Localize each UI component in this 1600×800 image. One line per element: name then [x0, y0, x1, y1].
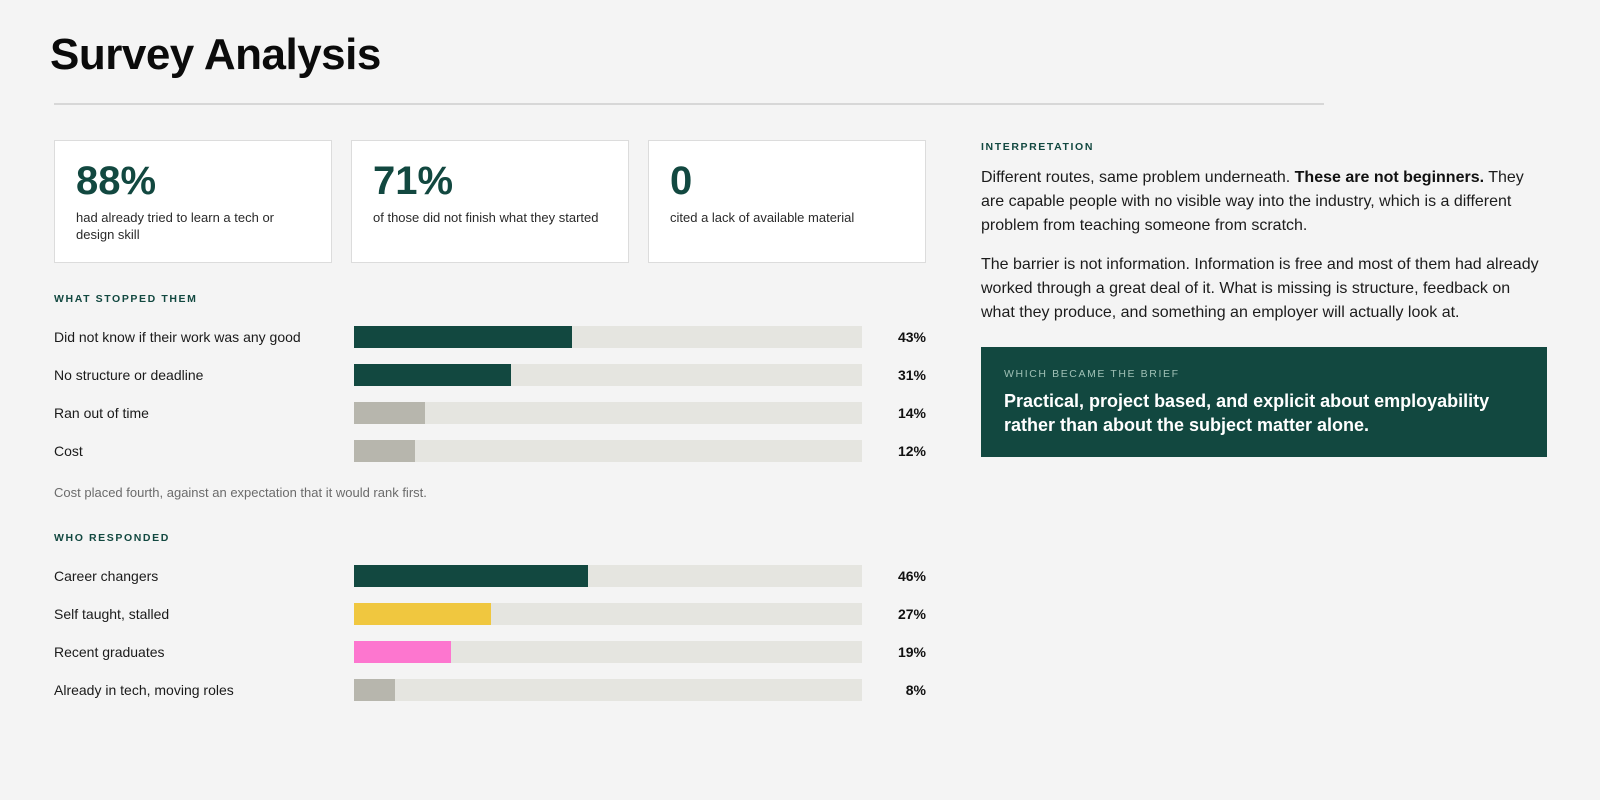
stat-value: 88% — [76, 159, 157, 203]
bar — [354, 364, 511, 386]
interpretation-paragraph-1: Different routes, same problem underneat… — [981, 166, 1541, 238]
bar-value-label: 43% — [897, 329, 926, 345]
bar-value-label: 19% — [897, 644, 926, 660]
bar-category-label: Cost — [54, 443, 83, 459]
bar-category-label: Ran out of time — [54, 405, 149, 421]
interpretation-label: INTERPRETATION — [981, 141, 1095, 153]
bar-track — [354, 603, 862, 625]
bar-category-label: Recent graduates — [54, 644, 165, 660]
brief-label: WHICH BECAME THE BRIEF — [1004, 368, 1180, 380]
bar-row: Already in tech, moving roles 8% — [54, 679, 926, 701]
stat-description: cited a lack of available material — [670, 210, 855, 225]
brief-callout: WHICH BECAME THE BRIEF Practical, projec… — [981, 347, 1547, 457]
bar-category-label: Career changers — [54, 568, 159, 584]
bar — [354, 565, 588, 587]
bar-category-label: Self taught, stalled — [54, 606, 170, 622]
chart-title-what-stopped-them: WHAT STOPPED THEM — [54, 293, 198, 305]
bar — [354, 603, 491, 625]
bar — [354, 402, 425, 424]
bar-value-label: 27% — [897, 606, 926, 622]
bar-value-label: 12% — [897, 443, 926, 459]
interpretation-text: Different routes, same problem underneat… — [981, 169, 1295, 186]
interpretation-text: They are capable people with no visible … — [981, 169, 1524, 234]
bar-row: Recent graduates 19% — [54, 641, 926, 663]
bar-value-label: 46% — [897, 568, 926, 584]
bar-track — [354, 679, 862, 701]
title-divider — [54, 103, 1324, 105]
stat-card-lack-of-material: 0 cited a lack of available material — [648, 140, 926, 263]
stat-card-did-not-finish: 71% of those did not finish what they st… — [351, 140, 629, 263]
bar-row: Did not know if their work was any good 4… — [54, 326, 926, 348]
bar — [354, 679, 395, 701]
interpretation-emphasis: These are not beginners. — [1294, 169, 1485, 186]
bar-category-label: No structure or deadline — [54, 367, 204, 383]
interpretation-paragraph-2: The barrier is not information. Informat… — [981, 256, 1539, 321]
stat-description: of those did not finish what they starte… — [373, 210, 599, 225]
bar-value-label: 31% — [897, 367, 926, 383]
bar-track — [354, 326, 862, 348]
bar — [354, 326, 572, 348]
chart-title-who-responded: WHO RESPONDED — [54, 532, 170, 544]
bar-track — [354, 641, 862, 663]
bar-track — [354, 402, 862, 424]
bar-category-label: Did not know if their work was any good — [54, 329, 301, 345]
bar-row: No structure or deadline 31% — [54, 364, 926, 386]
bar-value-label: 8% — [905, 682, 926, 698]
stat-description: had already tried to learn a tech or des… — [76, 210, 275, 242]
chart-note: Cost placed fourth, against an expectati… — [54, 485, 427, 500]
bar-row: Cost 12% — [54, 440, 926, 462]
bar-row: Ran out of time 14% — [54, 402, 926, 424]
stat-value: 0 — [670, 159, 693, 203]
bar — [354, 440, 415, 462]
bar-track — [354, 364, 862, 386]
page-title: Survey Analysis — [50, 30, 381, 79]
bar-track — [354, 440, 862, 462]
bar-row: Self taught, stalled 27% — [54, 603, 926, 625]
bar-track — [354, 565, 862, 587]
stat-card-tried: 88% had already tried to learn a tech or… — [54, 140, 332, 263]
bar — [354, 641, 451, 663]
bar-value-label: 14% — [897, 405, 926, 421]
bar-row: Career changers 46% — [54, 565, 926, 587]
brief-text: Practical, project based, and explicit a… — [1004, 391, 1490, 435]
bar-category-label: Already in tech, moving roles — [54, 682, 234, 698]
stat-value: 71% — [373, 159, 454, 203]
